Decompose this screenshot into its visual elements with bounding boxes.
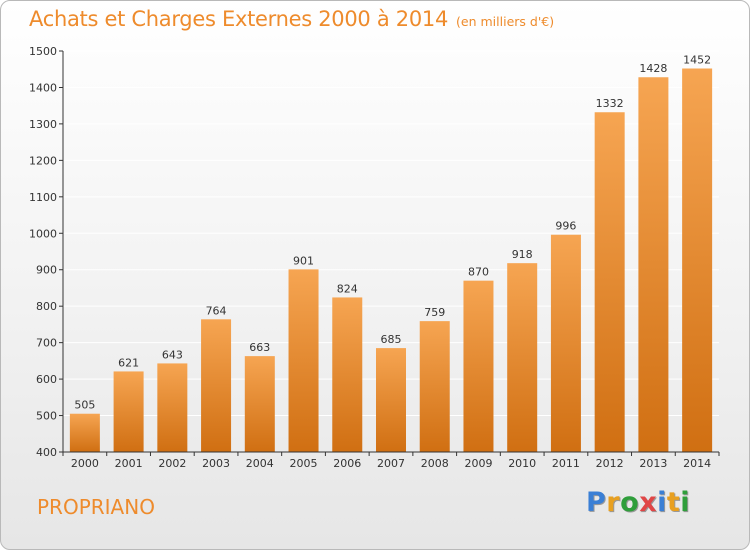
bar-value-label: 621 <box>118 356 139 369</box>
bar <box>682 68 713 453</box>
bar <box>550 234 581 452</box>
data-labels: 505 621 643 764 663 901 824 685 759 870 918 996 1332… <box>74 53 711 411</box>
chart-title: Achats et Charges Externes 2000 à 2014 (e… <box>29 7 554 31</box>
x-tick-label: 2007 <box>377 457 405 470</box>
y-tick-label: 1200 <box>29 154 57 167</box>
bar <box>244 356 275 452</box>
bar-value-label: 663 <box>249 341 270 354</box>
x-tick-label: 2006 <box>333 457 361 470</box>
x-tick-label: 2008 <box>421 457 449 470</box>
bars <box>69 68 713 453</box>
location-label: PROPRIANO <box>37 495 155 519</box>
x-tick-label: 2012 <box>596 457 624 470</box>
axes: 400 500 600 700 800 900 1000 1100 1200 1300 1400 15… <box>29 45 720 470</box>
logo-letter: P <box>586 487 607 518</box>
chart-unit-label: (en milliers d'€) <box>456 14 555 29</box>
bar <box>201 319 232 452</box>
bar-value-label: 996 <box>555 220 576 233</box>
bar <box>594 112 625 452</box>
x-tick-label: 2005 <box>290 457 318 470</box>
chart-title-text: Achats et Charges Externes 2000 à 2014 <box>29 7 449 31</box>
bar-value-label: 1452 <box>683 53 711 66</box>
bar-value-label: 824 <box>337 282 358 295</box>
y-tick-label: 500 <box>36 410 57 423</box>
x-tick-label: 2011 <box>552 457 580 470</box>
bar-value-label: 759 <box>424 306 445 319</box>
bar-value-label: 643 <box>162 348 183 361</box>
bar-value-label: 764 <box>206 304 227 317</box>
bar-value-label: 1428 <box>639 62 667 75</box>
x-tick-label: 2004 <box>246 457 274 470</box>
y-tick-label: 1000 <box>29 227 57 240</box>
logo-letter: i <box>657 487 667 518</box>
y-tick-label: 1400 <box>29 81 57 94</box>
y-tick-label: 800 <box>36 300 57 313</box>
y-tick-label: 700 <box>36 337 57 350</box>
y-tick-label: 400 <box>36 446 57 459</box>
logo-letter: t <box>666 487 681 518</box>
bar-value-label: 685 <box>381 333 402 346</box>
bar <box>463 280 494 452</box>
bar <box>419 321 450 452</box>
logo-letter: x <box>639 487 658 518</box>
x-tick-label: 2001 <box>115 457 143 470</box>
x-tick-label: 2013 <box>639 457 667 470</box>
bar <box>332 297 363 452</box>
x-tick-label: 2002 <box>158 457 186 470</box>
y-tick-label: 1300 <box>29 118 57 131</box>
bar-value-label: 505 <box>74 399 95 412</box>
y-tick-label: 1500 <box>29 45 57 58</box>
y-tick-label: 1100 <box>29 191 57 204</box>
bar <box>507 263 538 452</box>
x-tick-label: 2003 <box>202 457 230 470</box>
x-tick-label: 2000 <box>71 457 99 470</box>
proxiti-logo: Proxiti <box>586 487 690 518</box>
bar <box>113 371 144 452</box>
logo-letter: i <box>680 487 691 518</box>
bar-value-label: 870 <box>468 266 489 279</box>
bar <box>288 269 319 452</box>
bar-value-label: 918 <box>512 248 533 261</box>
logo-letter: r <box>606 487 621 518</box>
x-tick-label: 2014 <box>683 457 711 470</box>
x-tick-label: 2010 <box>508 457 536 470</box>
y-tick-label: 900 <box>36 264 57 277</box>
bar <box>157 363 188 452</box>
y-tick-label: 600 <box>36 373 57 386</box>
bar <box>638 77 669 452</box>
logo-letter: o <box>620 487 640 518</box>
bar <box>376 348 406 452</box>
bar-value-label: 901 <box>293 254 314 267</box>
x-tick-label: 2009 <box>464 457 492 470</box>
bar <box>69 413 100 452</box>
bar-value-label: 1332 <box>596 97 624 110</box>
